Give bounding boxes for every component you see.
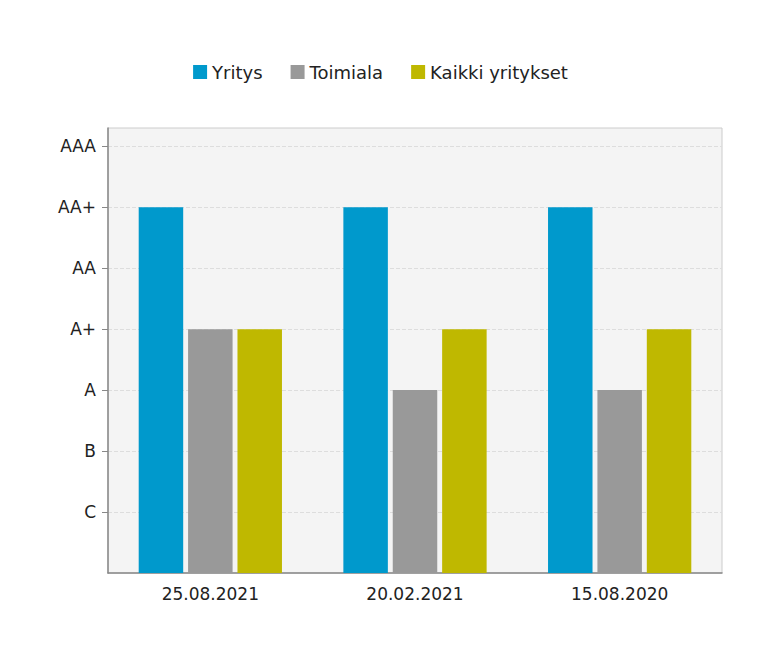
svg-text:15.08.2020: 15.08.2020 (571, 584, 668, 604)
svg-text:A: A (84, 380, 96, 400)
svg-text:B: B (84, 441, 96, 461)
svg-text:Toimiala: Toimiala (309, 62, 384, 83)
svg-text:25.08.2021: 25.08.2021 (162, 584, 259, 604)
svg-text:Yritys: Yritys (211, 62, 262, 83)
svg-text:C: C (84, 502, 96, 522)
svg-text:20.02.2021: 20.02.2021 (366, 584, 463, 604)
svg-text:A+: A+ (70, 319, 96, 339)
svg-text:AAA: AAA (60, 136, 96, 156)
svg-text:Kaikki yritykset: Kaikki yritykset (430, 62, 568, 83)
svg-text:AA+: AA+ (58, 197, 96, 217)
svg-text:AA: AA (72, 258, 96, 278)
